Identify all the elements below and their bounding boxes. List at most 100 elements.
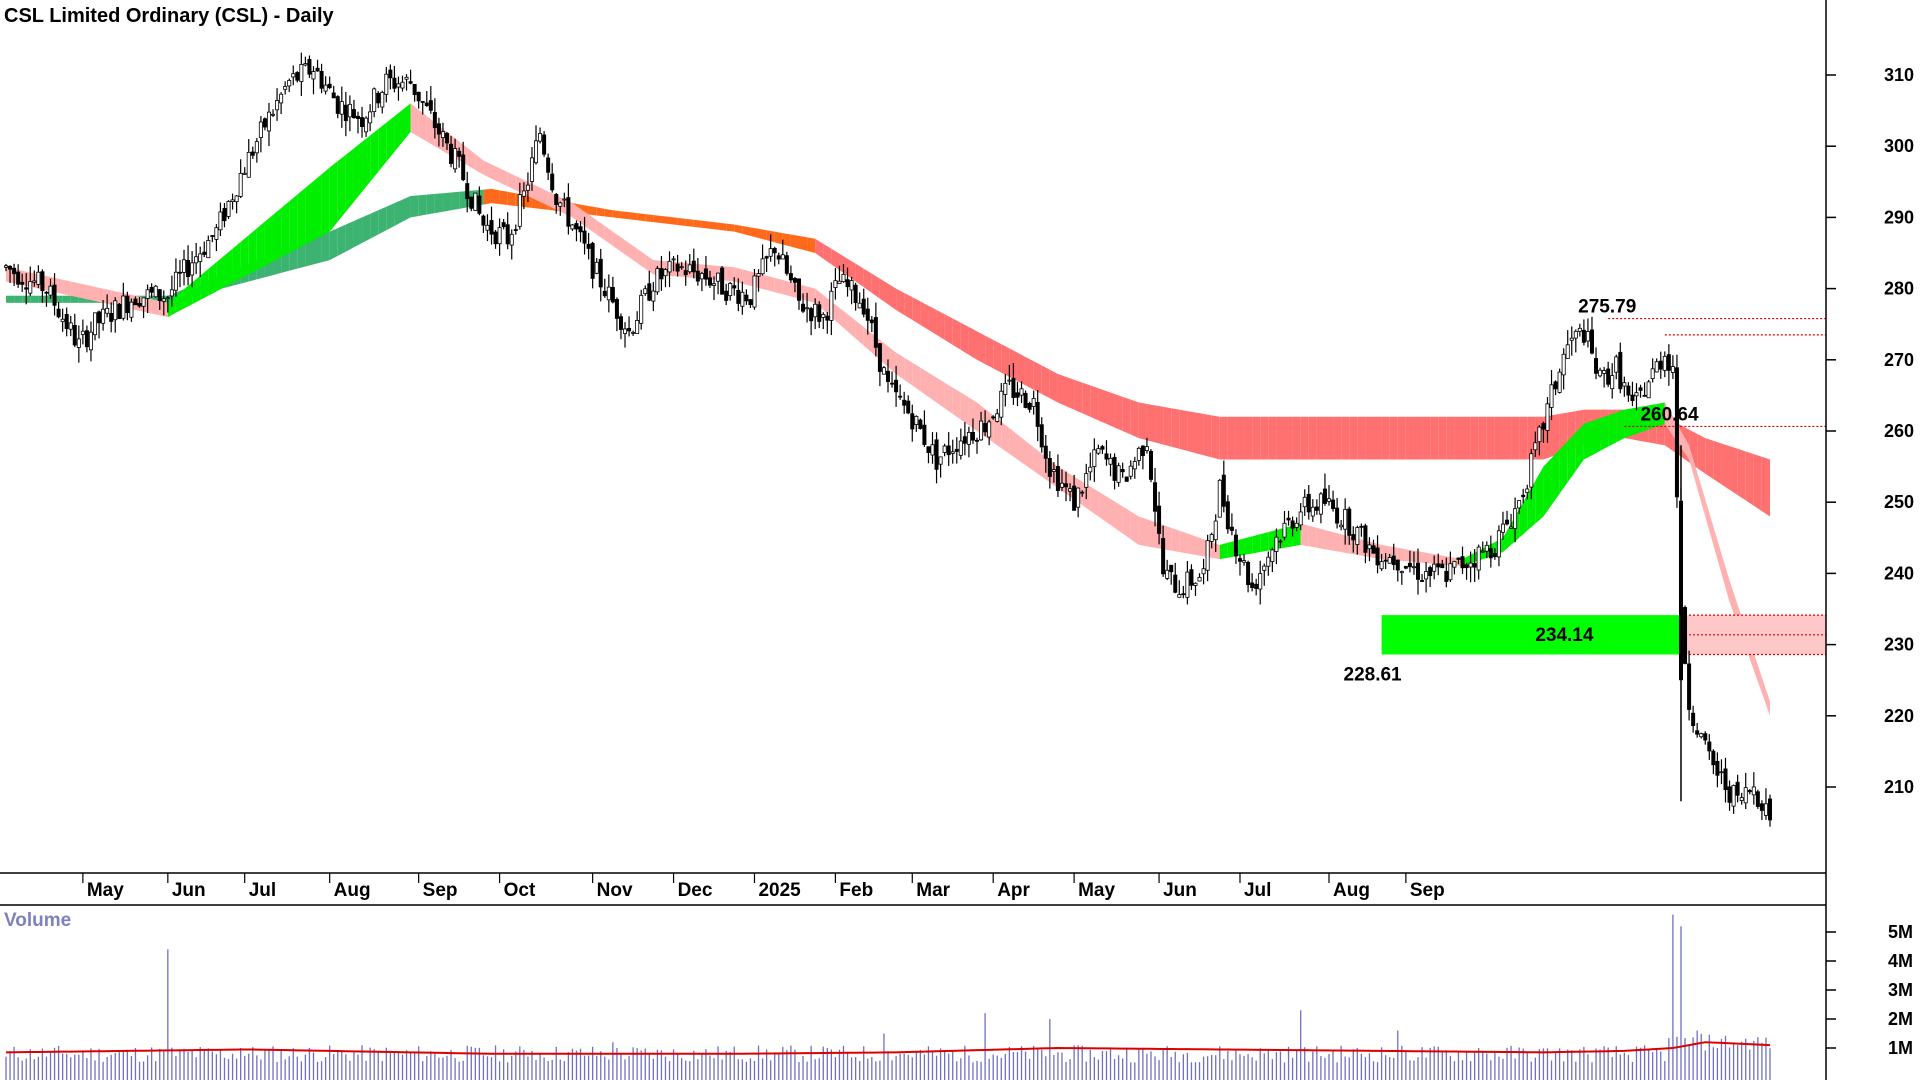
month-label: May <box>1078 880 1115 901</box>
long-term-ribbon-segment <box>1276 416 1285 460</box>
long-term-ribbon-segment <box>807 237 816 253</box>
candle-body <box>1699 733 1704 738</box>
candle-body <box>1165 569 1170 579</box>
candle-body <box>841 273 846 283</box>
short-term-ribbon-segment <box>78 283 87 300</box>
candle-body <box>829 290 834 321</box>
candle-body <box>1213 520 1218 541</box>
candle-body <box>1395 559 1400 571</box>
candle-body <box>1104 453 1109 460</box>
candle-body <box>60 318 65 323</box>
long-term-ribbon-segment <box>1397 416 1406 460</box>
candle-body <box>1403 566 1408 569</box>
long-term-ribbon-segment <box>459 191 468 209</box>
long-term-ribbon-segment <box>1130 399 1139 439</box>
short-term-ribbon-segment <box>879 339 888 367</box>
candle-body <box>1630 394 1635 402</box>
long-term-ribbon-segment <box>345 220 354 252</box>
month-label: Aug <box>334 880 371 901</box>
long-term-ribbon-segment <box>896 288 905 315</box>
candle-body <box>1468 562 1473 568</box>
short-term-ribbon-segment <box>863 327 872 353</box>
long-term-ribbon-segment <box>46 295 55 303</box>
candle-body <box>262 118 267 128</box>
long-term-ribbon-segment <box>912 297 921 325</box>
candle-body <box>1132 461 1137 470</box>
short-term-ribbon-segment <box>1324 529 1334 551</box>
long-term-ribbon-segment <box>483 188 492 205</box>
long-term-ribbon-segment <box>1470 416 1479 460</box>
short-term-ribbon-segment <box>952 387 961 420</box>
price-annotation: 275.79 <box>1578 297 1636 318</box>
candle-body <box>768 248 773 257</box>
short-term-ribbon-segment <box>151 299 160 316</box>
short-term-ribbon-segment <box>742 269 751 286</box>
candle-body <box>113 300 118 321</box>
candle-body <box>137 303 142 307</box>
short-term-ribbon-segment <box>1753 653 1762 694</box>
candle-body <box>1739 797 1744 801</box>
candle-body <box>1674 367 1679 498</box>
long-term-ribbon-segment <box>620 211 630 220</box>
candle-body <box>505 224 510 245</box>
candle-body <box>1055 466 1060 491</box>
candle-body <box>578 226 583 233</box>
month-label: Sep <box>423 880 458 901</box>
candle-body <box>1456 557 1461 560</box>
candle-body <box>1606 368 1611 385</box>
long-term-ribbon-segment <box>14 295 23 303</box>
long-term-ribbon-segment <box>1333 416 1342 460</box>
short-term-ribbon-segment <box>596 220 605 241</box>
short-term-ribbon-segment <box>1163 524 1172 551</box>
short-term-ribbon-segment <box>386 116 395 162</box>
candle-body <box>125 295 130 313</box>
candle-body <box>1416 562 1421 580</box>
candle-body <box>675 263 680 272</box>
short-term-ribbon-segment <box>192 275 201 305</box>
candle-body <box>32 280 37 283</box>
long-term-ribbon-segment <box>871 273 880 299</box>
candle-body <box>80 330 85 335</box>
candle-body <box>683 270 688 276</box>
candle-body <box>1602 370 1607 374</box>
candle-body <box>1727 786 1732 803</box>
long-term-ribbon-segment <box>1446 416 1455 460</box>
short-term-ribbon-segment <box>1600 415 1609 451</box>
long-term-ribbon-segment <box>329 228 338 261</box>
long-term-ribbon-segment <box>782 233 791 247</box>
long-term-ribbon-segment <box>855 263 864 288</box>
candle-body <box>283 86 288 90</box>
candle-body <box>1310 506 1315 517</box>
candle-body <box>744 294 749 302</box>
long-term-ribbon-segment <box>920 301 929 330</box>
candle-body <box>1306 493 1311 513</box>
candle-body <box>1407 562 1412 568</box>
candle-body <box>339 101 344 115</box>
month-label: Jul <box>249 880 276 901</box>
short-term-ribbon-segment <box>1235 538 1245 557</box>
candle-body <box>1654 361 1659 373</box>
candle-body <box>1367 544 1372 550</box>
candle-body <box>1084 473 1089 488</box>
candle-body <box>1088 466 1093 473</box>
long-term-ribbon-segment <box>1155 405 1164 445</box>
candle-body <box>412 83 417 96</box>
long-term-ribbon-segment <box>588 206 597 216</box>
short-term-ribbon-segment <box>1033 447 1042 477</box>
month-label: Jun <box>172 880 206 901</box>
short-term-ribbon-segment <box>1187 533 1196 555</box>
candle-body <box>1589 329 1594 354</box>
short-term-ribbon-segment <box>273 208 282 262</box>
short-term-ribbon-segment <box>936 377 945 409</box>
candle-body <box>809 308 814 322</box>
candle-body <box>368 111 373 124</box>
short-term-ribbon-segment <box>766 275 775 293</box>
candle-body <box>546 157 551 173</box>
short-term-ribbon-segment <box>1009 428 1018 460</box>
long-term-ribbon-segment <box>1705 438 1714 480</box>
short-term-ribbon-segment <box>1106 496 1115 528</box>
candle-body <box>12 267 17 275</box>
long-term-ribbon-segment <box>1187 411 1196 454</box>
candle-body <box>1569 337 1574 341</box>
